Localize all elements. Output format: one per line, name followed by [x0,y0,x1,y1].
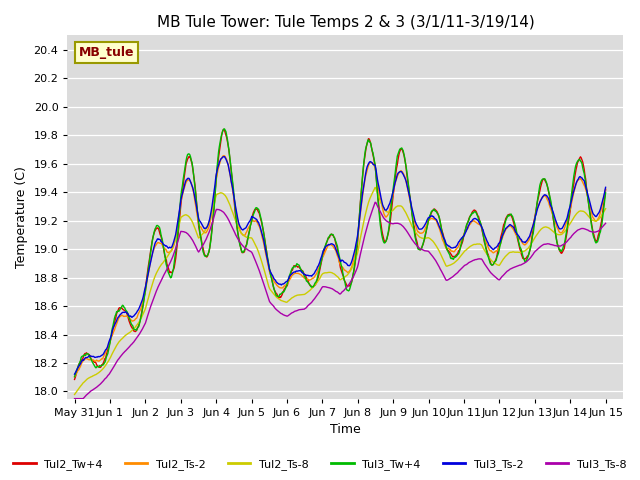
Line: Tul2_Ts-2: Tul2_Ts-2 [74,156,605,376]
Tul2_Ts-2 [602,186,609,192]
Tul3_Ts-2 [217,156,225,162]
Tul3_Ts-2 [602,184,609,190]
Tul2_Ts-8 [80,379,88,385]
Tul2_Ts-2 [405,193,413,199]
Tul2_Tw+4 [189,166,196,171]
Tul3_Ts-8 [217,207,225,213]
Tul3_Tw+4 [135,324,143,329]
Tul2_Tw+4 [220,126,228,132]
Tul3_Ts-8 [135,332,143,338]
Tul2_Ts-2 [420,228,428,233]
Y-axis label: Temperature (C): Temperature (C) [15,166,28,268]
Tul2_Ts-8 [420,235,428,241]
Tul2_Ts-8 [602,206,609,212]
Tul3_Tw+4 [217,135,225,141]
Tul2_Tw+4 [217,138,225,144]
Tul3_Tw+4 [189,164,196,170]
Tul2_Tw+4 [70,377,78,383]
X-axis label: Time: Time [330,423,361,436]
Tul3_Ts-8 [70,396,78,401]
Tul3_Tw+4 [420,235,428,241]
Tul2_Tw+4 [602,187,609,192]
Line: Tul2_Ts-8: Tul2_Ts-8 [74,188,605,395]
Tul2_Ts-8 [217,190,225,196]
Tul2_Ts-2 [70,373,78,379]
Tul2_Ts-8 [189,220,196,226]
Tul3_Tw+4 [221,126,228,132]
Tul2_Ts-2 [135,310,143,316]
Tul3_Ts-8 [189,238,196,243]
Tul2_Tw+4 [135,322,143,328]
Title: MB Tule Tower: Tule Temps 2 & 3 (3/1/11-3/19/14): MB Tule Tower: Tule Temps 2 & 3 (3/1/11-… [157,15,534,30]
Tul2_Ts-8 [70,392,78,397]
Tul2_Ts-2 [189,186,196,192]
Tul3_Ts-2 [135,306,143,312]
Tul2_Ts-8 [371,185,379,191]
Legend: Tul2_Tw+4, Tul2_Ts-2, Tul2_Ts-8, Tul3_Tw+4, Tul3_Ts-2, Tul3_Ts-8: Tul2_Tw+4, Tul2_Ts-2, Tul2_Ts-8, Tul3_Tw… [9,455,631,474]
Line: Tul3_Ts-2: Tul3_Ts-2 [74,156,605,374]
Tul3_Ts-8 [405,232,413,238]
Tul3_Ts-2 [70,372,78,377]
Line: Tul2_Tw+4: Tul2_Tw+4 [74,129,605,380]
Tul2_Ts-8 [135,320,143,325]
Tul3_Tw+4 [602,190,609,196]
Tul2_Ts-2 [217,157,225,163]
Tul2_Ts-2 [80,357,88,363]
Tul3_Ts-2 [189,185,196,191]
Line: Tul3_Ts-8: Tul3_Ts-8 [74,202,605,398]
Tul3_Ts-8 [80,395,88,400]
Tul2_Tw+4 [420,236,428,242]
Tul2_Ts-2 [220,153,228,158]
Tul2_Tw+4 [80,352,88,358]
Line: Tul3_Tw+4: Tul3_Tw+4 [74,129,605,377]
Text: MB_tule: MB_tule [79,46,134,59]
Tul3_Ts-2 [405,192,413,197]
Tul3_Tw+4 [405,188,413,193]
Tul3_Ts-2 [221,154,228,159]
Tul3_Ts-2 [420,222,428,228]
Tul3_Tw+4 [80,352,88,358]
Tul2_Tw+4 [405,190,413,196]
Tul3_Ts-8 [602,220,609,226]
Tul2_Ts-8 [405,217,413,223]
Tul3_Ts-8 [420,248,428,253]
Tul3_Ts-2 [80,357,88,362]
Tul3_Tw+4 [70,374,78,380]
Tul3_Ts-8 [371,199,379,205]
